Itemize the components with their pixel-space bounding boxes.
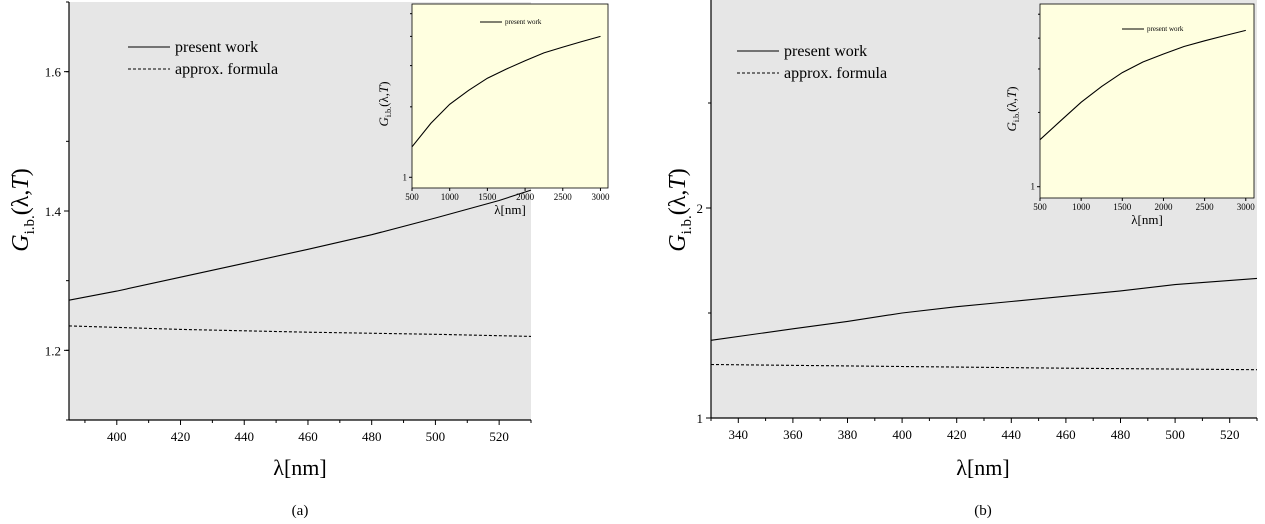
x-tick-label: 500 — [426, 429, 446, 444]
inset-x-tick-label: 500 — [1033, 202, 1047, 212]
series-line-present-work — [68, 189, 532, 301]
x-tick-label: 440 — [234, 429, 254, 444]
legend-label: approx. formula — [175, 61, 278, 78]
y-tick-label: 1.6 — [45, 65, 62, 80]
x-tick-label: 420 — [171, 429, 191, 444]
x-tick-label: 400 — [107, 429, 127, 444]
x-tick-label: 360 — [783, 427, 803, 442]
inset-x-tick-label: 3000 — [1237, 202, 1256, 212]
inset-y-axis-label: Gi.b.(λ,T) — [376, 81, 393, 126]
x-tick-label: 420 — [947, 427, 967, 442]
inset-x-tick-label: 1500 — [478, 192, 497, 202]
x-tick-label: 340 — [729, 427, 749, 442]
inset-x-tick-label: 2500 — [1196, 202, 1215, 212]
y-tick-label: 2 — [697, 201, 704, 216]
inset-x-tick-label: 3000 — [591, 192, 610, 202]
y-tick-label: 1.4 — [45, 204, 62, 219]
series-line-present-work — [710, 277, 1258, 341]
inset-legend-label: present work — [1147, 25, 1184, 33]
x-tick-label: 480 — [1111, 427, 1131, 442]
x-tick-label: 400 — [892, 427, 912, 442]
inset-plot-area — [411, 3, 609, 189]
inset-x-tick-label: 1500 — [1113, 202, 1132, 212]
inset-x-axis-label: λ[nm] — [494, 202, 526, 217]
panel-b: 340 360 380 400 420 440 460 480 500 520 1 2 present … — [665, 0, 1258, 519]
inset-plot-area — [1039, 3, 1255, 199]
inset-chart: 500 1000 1500 2000 2500 3000 1 present work λ[nm… — [1004, 3, 1256, 227]
panel-caption: (b) — [974, 503, 992, 519]
y-tick-label: 1.2 — [45, 343, 61, 358]
inset-x-tick-label: 500 — [405, 192, 419, 202]
x-axis-label: λ[nm] — [956, 455, 1009, 480]
legend-label: present work — [784, 43, 867, 60]
x-tick-label: 520 — [489, 429, 509, 444]
y-axis-label: Gi.b.(λ,T) — [8, 168, 38, 252]
legend-label: present work — [175, 39, 258, 56]
inset-x-tick-label: 2000 — [1154, 202, 1173, 212]
x-tick-label: 480 — [362, 429, 382, 444]
x-axis-label: λ[nm] — [273, 455, 326, 480]
inset-x-tick-label: 1000 — [441, 192, 460, 202]
panel-a: 400 420 440 460 480 500 520 1.2 1.4 1.6 present wo… — [8, 1, 610, 519]
x-tick-label: 380 — [838, 427, 858, 442]
inset-chart: 500 1000 1500 2000 2500 3000 1 present work λ[nm… — [376, 3, 610, 217]
x-tick-label: 460 — [298, 429, 318, 444]
y-axis-label: Gi.b.(λ,T) — [665, 168, 695, 252]
inset-y-tick-label: 1 — [1031, 182, 1036, 192]
x-tick-label: 440 — [1002, 427, 1022, 442]
inset-x-axis-label: λ[nm] — [1131, 212, 1163, 227]
y-tick-label: 1 — [697, 411, 704, 426]
inset-x-tick-label: 2500 — [554, 192, 573, 202]
panel-caption: (a) — [292, 503, 309, 519]
inset-x-tick-label: 1000 — [1072, 202, 1091, 212]
inset-series-line-present-work — [411, 35, 601, 148]
inset-y-tick-label: 1 — [403, 172, 408, 182]
series-line-approx-formula — [710, 363, 1258, 371]
inset-legend-label: present work — [505, 18, 542, 26]
inset-series-line-present-work — [1039, 29, 1246, 141]
x-tick-label: 460 — [1056, 427, 1076, 442]
legend-label: approx. formula — [784, 65, 887, 82]
inset-x-tick-label: 2000 — [516, 192, 535, 202]
x-tick-label: 500 — [1165, 427, 1185, 442]
inset-y-axis-label: Gi.b.(λ,T) — [1004, 86, 1021, 131]
x-tick-label: 520 — [1220, 427, 1240, 442]
